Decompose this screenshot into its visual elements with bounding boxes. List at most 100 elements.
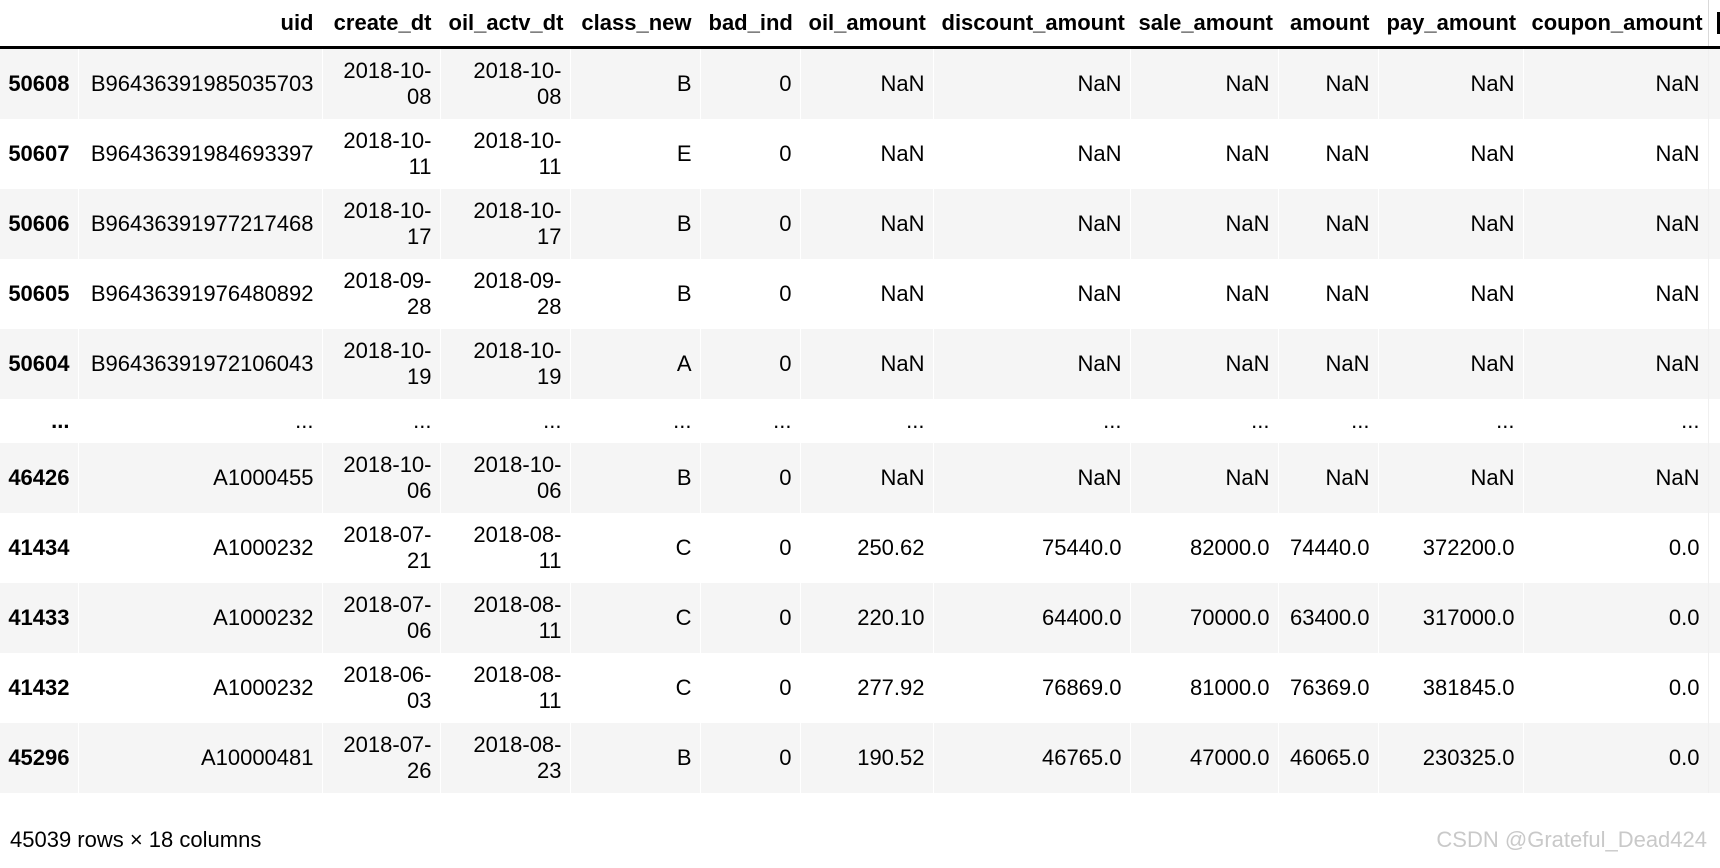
cell-oil_actv_dt: 2018-08-11 (439, 513, 570, 583)
cell-coupon_amount: NaN (1522, 119, 1708, 189)
watermark: CSDN @Grateful_Dead424 (1436, 827, 1707, 852)
cell-oil_amount: 250.62 (799, 513, 933, 583)
cell-bad_ind: 0 (699, 119, 800, 189)
column-header-bad_ind: bad_ind (699, 0, 800, 49)
row-index: 46426 (8, 465, 70, 490)
cell-sale_amount: NaN (1129, 119, 1278, 189)
cell-discount_amount: ... (932, 399, 1130, 443)
table-row: 50604 B96436391972106043 2018-10-19 2018-10… (0, 329, 1720, 399)
cell-class_new: C (569, 583, 700, 653)
clipped-next-column-cell (1707, 47, 1720, 119)
header-row: uid create_dt oil_actv_dt class_new bad_… (0, 0, 1720, 49)
row-index: 41433 (8, 605, 70, 630)
clipped-next-column-header-cell (1707, 0, 1720, 49)
cell-uid: A1000232 (77, 583, 322, 653)
cell-sale_amount: NaN (1129, 47, 1278, 119)
column-header-amount: amount (1277, 0, 1378, 49)
row-index: 50606 (8, 211, 70, 236)
cell-bad_ind: 0 (699, 443, 800, 513)
cell-create_dt: 2018-07-26 (321, 723, 440, 793)
cell-class_new: B (569, 259, 700, 329)
cell-pay_amount: NaN (1377, 443, 1523, 513)
row-index: 50607 (8, 141, 70, 166)
cell-create_dt: 2018-07-06 (321, 583, 440, 653)
cell-uid: B96436391984693397 (77, 119, 322, 189)
cell-discount_amount: NaN (932, 259, 1130, 329)
cell-bad_ind: 0 (699, 583, 800, 653)
cell-pay_amount: NaN (1377, 259, 1523, 329)
column-header-oil_actv_dt: oil_actv_dt (439, 0, 570, 49)
cell-oil_actv_dt: 2018-09-28 (439, 259, 570, 329)
cell-class_new: A (569, 329, 700, 399)
cell-uid: ... (77, 399, 322, 443)
row-index: 50608 (8, 71, 70, 96)
clipped-next-column-cell (1707, 443, 1720, 513)
column-header-discount_amount: discount_amount (932, 0, 1130, 49)
cell-sale_amount: 47000.0 (1129, 723, 1278, 793)
cell-class_new: E (569, 119, 700, 189)
row-index: 41432 (8, 675, 70, 700)
cell-coupon_amount: NaN (1522, 47, 1708, 119)
cell-uid: A1000232 (77, 653, 322, 723)
cell-class_new: B (569, 723, 700, 793)
cell-discount_amount: NaN (932, 329, 1130, 399)
cell-oil_amount: NaN (799, 119, 933, 189)
cell-bad_ind: 0 (699, 513, 800, 583)
cell-bad_ind: 0 (699, 329, 800, 399)
column-header-uid: uid (77, 0, 322, 49)
cell-oil_amount: 220.10 (799, 583, 933, 653)
cell-create_dt: 2018-09-28 (321, 259, 440, 329)
table-row: 50606 B96436391977217468 2018-10-17 2018-10… (0, 189, 1720, 259)
cell-discount_amount: 64400.0 (932, 583, 1130, 653)
cell-oil_amount: 277.92 (799, 653, 933, 723)
cell-oil_actv_dt: 2018-10-19 (439, 329, 570, 399)
cell-bad_ind: ... (699, 399, 800, 443)
table-row: 50608 B96436391985035703 2018-10-08 2018-10… (0, 47, 1720, 119)
dataframe-table-container: uid create_dt oil_actv_dt class_new bad_… (0, 0, 1720, 793)
row-count-summary: 45039 rows × 18 columns (10, 827, 262, 852)
cell-discount_amount: 75440.0 (932, 513, 1130, 583)
table-row: 41434 A1000232 2018-07-21 2018-08-11 C 0 250.6… (0, 513, 1720, 583)
cell-create_dt: 2018-10-08 (321, 47, 440, 119)
clipped-next-column-cell (1707, 399, 1720, 443)
row-index: 45296 (8, 745, 70, 770)
cell-coupon_amount: 0.0 (1522, 723, 1708, 793)
cell-amount: NaN (1277, 119, 1378, 189)
cell-sale_amount: 70000.0 (1129, 583, 1278, 653)
cell-coupon_amount: NaN (1522, 443, 1708, 513)
cell-bad_ind: 0 (699, 653, 800, 723)
cell-create_dt: 2018-10-06 (321, 443, 440, 513)
table-footer: 45039 rows × 18 columns CSDN @Grateful_D… (0, 827, 1720, 853)
clipped-next-column-cell (1707, 513, 1720, 583)
cell-oil_amount: NaN (799, 259, 933, 329)
cell-class_new: C (569, 513, 700, 583)
cell-discount_amount: 76869.0 (932, 653, 1130, 723)
cell-uid: B96436391976480892 (77, 259, 322, 329)
cell-oil_amount: 190.52 (799, 723, 933, 793)
cell-pay_amount: NaN (1377, 189, 1523, 259)
cell-class_new: B (569, 443, 700, 513)
clipped-next-column-cell (1707, 259, 1720, 329)
cell-pay_amount: 317000.0 (1377, 583, 1523, 653)
clipped-next-column-cell (1707, 119, 1720, 189)
cell-oil_amount: NaN (799, 329, 933, 399)
cell-amount: NaN (1277, 47, 1378, 119)
cell-amount: 74440.0 (1277, 513, 1378, 583)
cell-pay_amount: ... (1377, 399, 1523, 443)
cell-uid: B96436391985035703 (77, 47, 322, 119)
cell-pay_amount: NaN (1377, 119, 1523, 189)
column-header-pay_amount: pay_amount (1377, 0, 1523, 49)
cell-pay_amount: 230325.0 (1377, 723, 1523, 793)
cell-coupon_amount: 0.0 (1522, 583, 1708, 653)
cell-oil_actv_dt: 2018-10-11 (439, 119, 570, 189)
cell-coupon_amount: NaN (1522, 259, 1708, 329)
cell-sale_amount: NaN (1129, 443, 1278, 513)
table-row: 50607 B96436391984693397 2018-10-11 2018-10… (0, 119, 1720, 189)
cell-oil_actv_dt: 2018-08-23 (439, 723, 570, 793)
cell-uid: A1000232 (77, 513, 322, 583)
table-row: 41433 A1000232 2018-07-06 2018-08-11 C 0 220.1… (0, 583, 1720, 653)
column-header-create_dt: create_dt (321, 0, 440, 49)
table-row: 45296 A10000481 2018-07-26 2018-08-23 B 0 190.… (0, 723, 1720, 793)
cell-uid: A1000455 (77, 443, 322, 513)
